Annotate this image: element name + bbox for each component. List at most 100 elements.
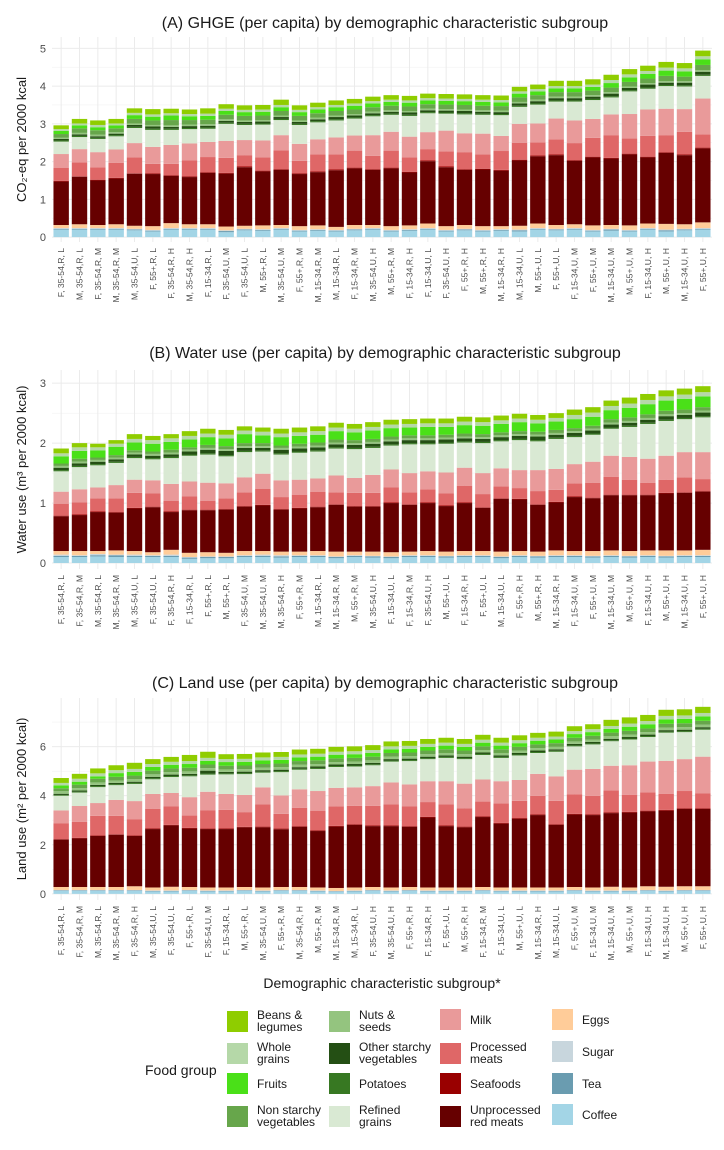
bar-stack[interactable] — [548, 413, 564, 564]
bar-stack[interactable] — [273, 99, 289, 238]
bar-stack[interactable] — [548, 80, 564, 238]
bar-stack[interactable] — [181, 109, 198, 238]
bar-stack[interactable] — [218, 754, 234, 894]
bar-stack[interactable] — [695, 50, 711, 238]
bar-stack[interactable] — [90, 443, 106, 564]
bar-stack[interactable] — [676, 63, 693, 238]
bar-stack[interactable] — [273, 428, 289, 564]
bar-stack[interactable] — [200, 428, 216, 564]
bar-stack[interactable] — [640, 65, 656, 238]
bar-stack[interactable] — [255, 752, 271, 894]
bar-stack[interactable] — [145, 435, 161, 564]
bar-stack[interactable] — [310, 748, 326, 894]
bar-stack[interactable] — [530, 84, 546, 238]
bar-stack[interactable] — [603, 719, 619, 894]
bar-stack[interactable] — [511, 735, 528, 894]
bar-stack[interactable] — [145, 109, 161, 238]
bar-stack[interactable] — [695, 386, 711, 564]
bar-stack[interactable] — [511, 86, 528, 238]
bar-stack[interactable] — [346, 98, 363, 238]
bar-stack[interactable] — [291, 749, 308, 894]
bar-stack[interactable] — [181, 431, 198, 564]
bar-stack[interactable] — [621, 717, 638, 894]
bar-stack[interactable] — [71, 118, 88, 238]
bar-stack[interactable] — [511, 413, 528, 564]
bar-stack[interactable] — [255, 427, 271, 564]
bar-stack[interactable] — [585, 407, 601, 564]
bar-stack[interactable] — [383, 95, 399, 238]
bar-stack[interactable] — [621, 69, 638, 238]
bar-stack[interactable] — [658, 61, 674, 238]
bar-stack[interactable] — [236, 426, 253, 564]
bar-stack[interactable] — [676, 388, 693, 564]
bar-stack[interactable] — [530, 732, 546, 894]
bar-stack[interactable] — [218, 429, 234, 564]
bar-stack[interactable] — [291, 105, 308, 238]
bar-stack[interactable] — [346, 746, 363, 894]
bar-stack[interactable] — [401, 419, 418, 564]
bar-stack[interactable] — [328, 422, 344, 564]
bar-stack[interactable] — [71, 443, 88, 564]
bar-stack[interactable] — [603, 74, 619, 238]
bar-stack[interactable] — [548, 731, 564, 894]
bar-stack[interactable] — [475, 95, 491, 238]
bar-stack[interactable] — [603, 400, 619, 564]
bar-stack[interactable] — [456, 738, 473, 894]
bar-stack[interactable] — [346, 423, 363, 564]
bar-stack[interactable] — [365, 745, 381, 894]
bar-stack[interactable] — [420, 738, 436, 894]
bar-stack[interactable] — [456, 94, 473, 238]
bar-stack[interactable] — [163, 756, 179, 894]
bar-stack[interactable] — [530, 414, 546, 564]
bar-stack[interactable] — [695, 706, 711, 894]
bar-stack[interactable] — [585, 724, 601, 894]
bar-stack[interactable] — [365, 422, 381, 564]
bar-stack[interactable] — [218, 104, 234, 238]
bar-stack[interactable] — [658, 390, 674, 564]
bar-stack[interactable] — [126, 434, 143, 564]
bar-stack[interactable] — [163, 434, 179, 564]
bar-stack[interactable] — [383, 741, 399, 894]
bar-stack[interactable] — [475, 734, 491, 894]
bar-stack[interactable] — [493, 415, 509, 564]
bar-stack[interactable] — [163, 108, 179, 238]
bar-stack[interactable] — [145, 759, 161, 894]
bar-stack[interactable] — [108, 765, 124, 894]
bar-stack[interactable] — [493, 95, 509, 238]
bar-stack[interactable] — [200, 108, 216, 238]
bar-stack[interactable] — [585, 79, 601, 238]
bar-stack[interactable] — [328, 100, 344, 238]
bar-stack[interactable] — [438, 94, 454, 238]
bar-stack[interactable] — [420, 93, 436, 238]
bar-stack[interactable] — [310, 426, 326, 564]
bar-stack[interactable] — [328, 746, 344, 894]
bar-stack[interactable] — [475, 417, 491, 564]
bar-stack[interactable] — [126, 108, 143, 238]
bar-stack[interactable] — [200, 751, 216, 894]
bar-stack[interactable] — [291, 427, 308, 564]
bar-stack[interactable] — [90, 120, 106, 238]
bar-stack[interactable] — [108, 118, 124, 238]
bar-stack[interactable] — [640, 393, 656, 564]
bar-stack[interactable] — [676, 709, 693, 894]
bar-stack[interactable] — [181, 754, 198, 894]
bar-stack[interactable] — [566, 409, 583, 564]
bar-stack[interactable] — [53, 125, 69, 238]
bar-stack[interactable] — [383, 419, 399, 564]
bar-stack[interactable] — [456, 416, 473, 564]
bar-stack[interactable] — [658, 709, 674, 894]
bar-stack[interactable] — [621, 397, 638, 564]
bar-stack[interactable] — [53, 778, 69, 894]
bar-stack[interactable] — [401, 740, 418, 894]
bar-stack[interactable] — [365, 96, 381, 238]
bar-stack[interactable] — [53, 448, 69, 564]
bar-stack[interactable] — [108, 440, 124, 564]
bar-stack[interactable] — [310, 102, 326, 238]
bar-stack[interactable] — [90, 768, 106, 894]
bar-stack[interactable] — [420, 418, 436, 564]
bar-stack[interactable] — [438, 418, 454, 564]
bar-stack[interactable] — [401, 95, 418, 238]
bar-stack[interactable] — [236, 753, 253, 894]
bar-stack[interactable] — [236, 105, 253, 238]
bar-stack[interactable] — [493, 737, 509, 894]
